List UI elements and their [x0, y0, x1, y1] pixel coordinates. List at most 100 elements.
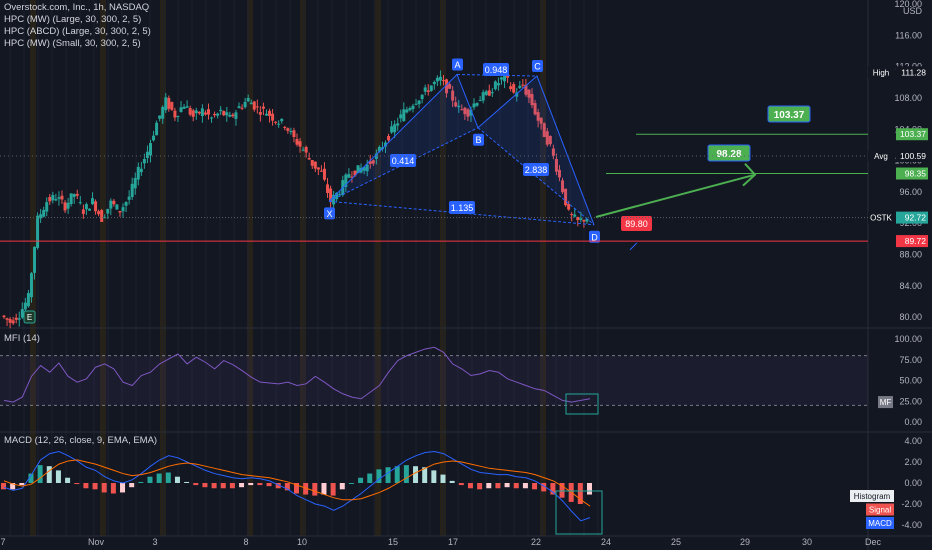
candle-body [94, 201, 98, 212]
candle-body [438, 76, 442, 81]
indicator-legend-1[interactable]: HPC (MW) (Large, 30, 300, 2, 5) [4, 14, 142, 25]
candle-body [20, 309, 24, 318]
x-tick-label: 7 [0, 537, 5, 547]
macd-histogram-bar [440, 474, 446, 483]
candle-body [75, 193, 79, 196]
candle-body [240, 107, 244, 109]
candle-body [81, 209, 85, 214]
macd-histogram-bar [532, 483, 538, 490]
pattern-bcd-fill [478, 76, 594, 225]
candle-body [332, 194, 336, 205]
macd-legend-label: MACD [868, 519, 892, 528]
macd-highlight-box [555, 490, 603, 535]
harmonic-pattern: X A B C D 0.414 0.948 2.838 1.135 [324, 58, 600, 243]
macd-histogram-bar [284, 483, 290, 491]
candle-body [100, 210, 104, 222]
axis-price-tag [896, 211, 928, 224]
macd-legend-tag [850, 490, 894, 502]
axis-price-label: 98.35 [905, 169, 927, 179]
pattern-point-label: B [475, 135, 481, 145]
macd-legend-label: Signal [869, 506, 891, 515]
ratio-label: 0.948 [485, 65, 508, 75]
y-tick-label: 120.00 [894, 0, 922, 9]
candle-body [313, 161, 317, 169]
candle-body [231, 114, 235, 117]
pattern-point-tag [589, 230, 600, 243]
candle-body [261, 106, 265, 109]
macd-histogram-bar [266, 483, 272, 487]
candle-body [286, 128, 290, 131]
pattern-xb [328, 127, 479, 202]
macd-histogram-bar [147, 476, 153, 483]
macd-histogram-bar [248, 483, 254, 486]
macd-histogram-bar [577, 483, 583, 504]
pattern-bd [477, 127, 595, 226]
candle-body [91, 198, 95, 205]
candle-body [109, 200, 113, 209]
session-band [30, 0, 36, 536]
candle-body [45, 202, 49, 212]
price-levels: 103.37 98.28 89.80 E [0, 105, 868, 324]
e-marker-tag [23, 310, 36, 324]
price-candles [2, 67, 589, 329]
candle-body [487, 90, 491, 96]
macd-histogram-bar [83, 483, 89, 489]
candle-body [411, 105, 415, 110]
macd-histogram-bar [376, 469, 382, 483]
candle-body [567, 203, 571, 210]
macd-histogram-bar [294, 483, 299, 494]
x-tick-label: Dec [865, 537, 882, 547]
candle-body [66, 202, 70, 209]
candle-body [548, 136, 552, 145]
macd-histogram-bar [229, 483, 235, 489]
candle-body [194, 110, 198, 114]
candle-body [164, 97, 168, 111]
candle-body [106, 208, 110, 214]
indicator-legend-2[interactable]: HPC (ABCD) (Large, 30, 300, 2, 5) [4, 26, 151, 37]
candle-body [8, 318, 12, 323]
candle-body [255, 106, 259, 108]
macd-histogram-bar [1, 483, 6, 490]
x-tick-label: 30 [802, 537, 812, 547]
macd-legend-tag [866, 503, 894, 516]
axis-tag-name-bg [868, 66, 895, 79]
candle-body [463, 107, 467, 115]
candle-body [326, 184, 330, 193]
candle-body [72, 194, 76, 197]
macd-histogram-bar [55, 470, 61, 483]
candle-body [484, 91, 488, 95]
macd-histogram-bar [129, 483, 135, 488]
axis-price-label: 111.28 [901, 67, 926, 77]
candle-body [289, 131, 293, 133]
target-tag [767, 105, 811, 123]
axis-price-tag [896, 235, 928, 248]
candle-body [384, 142, 388, 147]
candle-body [506, 74, 510, 78]
candle-body [130, 183, 134, 198]
ratio-tag [523, 163, 549, 176]
x-tick-label: Nov [88, 537, 105, 547]
macd-histogram-bar [239, 483, 245, 488]
macd-legend[interactable]: MACD (12, 26, close, 9, EMA, EMA) [4, 435, 158, 446]
candle-body [356, 165, 360, 173]
candle-body [496, 83, 500, 86]
candle-body [377, 146, 381, 152]
x-tick-label: 29 [740, 537, 750, 547]
candle-body [539, 117, 543, 124]
mfi-legend[interactable]: MFI (14) [4, 333, 40, 344]
chart-title[interactable]: Overstock.com, Inc., 1h, NASDAQ [4, 2, 150, 13]
candle-body [335, 192, 339, 200]
candle-body [167, 97, 171, 109]
macd-histogram-bar [156, 473, 162, 483]
candle-body [524, 84, 528, 95]
e-marker-label: E [27, 313, 32, 322]
macd-histogram-bar [46, 466, 52, 483]
indicator-legend-3[interactable]: HPC (MW) (Small, 30, 300, 2, 5) [4, 38, 141, 49]
macd-histogram-bar [211, 483, 217, 489]
candle-body [432, 81, 436, 85]
axis-tag-name: OSTK [870, 214, 892, 223]
target-label: 103.37 [774, 110, 805, 121]
pattern-xd [328, 200, 595, 226]
candle-body [469, 109, 473, 116]
